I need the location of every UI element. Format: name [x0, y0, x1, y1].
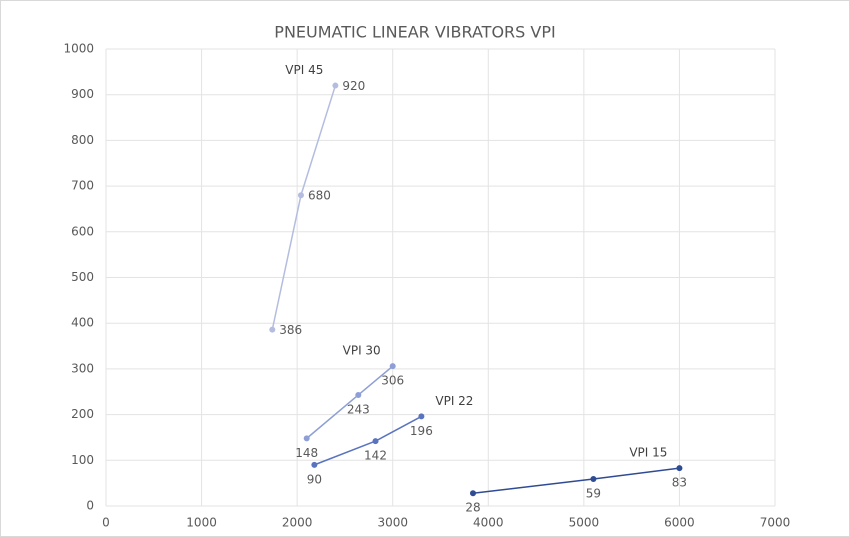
data-point — [469, 490, 476, 497]
series-name: VPI 22 — [435, 394, 473, 408]
y-tick-label: 500 — [71, 270, 94, 284]
data-point — [590, 476, 597, 483]
data-label: 306 — [381, 374, 404, 388]
data-label: 243 — [347, 402, 370, 416]
x-tick-label: 5000 — [569, 516, 600, 530]
series-name: VPI 30 — [343, 344, 381, 358]
y-tick-label: 900 — [71, 87, 94, 101]
data-point — [269, 326, 276, 333]
x-tick-label: 7000 — [760, 516, 791, 530]
data-label: 59 — [586, 487, 601, 501]
data-label: 142 — [364, 449, 387, 463]
x-tick-label: 4000 — [473, 516, 504, 530]
data-label: 90 — [307, 472, 322, 486]
y-tick-label: 700 — [71, 179, 94, 193]
data-label: 148 — [295, 446, 318, 460]
x-tick-label: 0 — [102, 516, 110, 530]
y-tick-label: 800 — [71, 133, 94, 147]
y-tick-label: 100 — [71, 453, 94, 467]
data-point — [372, 438, 379, 445]
y-tick-label: 0 — [86, 499, 94, 513]
y-tick-label: 300 — [71, 361, 94, 375]
x-tick-label: 6000 — [664, 516, 695, 530]
data-point — [355, 391, 362, 398]
data-point — [303, 435, 310, 442]
series-name: VPI 45 — [285, 63, 323, 77]
y-tick-label: 200 — [71, 407, 94, 421]
data-label: 920 — [342, 79, 365, 93]
data-label: 680 — [308, 189, 331, 203]
x-tick-label: 3000 — [377, 516, 408, 530]
y-tick-label: 1000 — [63, 42, 94, 56]
data-label: 386 — [279, 323, 302, 337]
data-point — [311, 461, 318, 468]
x-tick-label: 2000 — [282, 516, 313, 530]
y-tick-label: 600 — [71, 224, 94, 238]
data-label: 83 — [672, 476, 687, 490]
data-point — [676, 465, 683, 472]
series-name: VPI 15 — [629, 446, 667, 460]
chart-title: PNEUMATIC LINEAR VIBRATORS VPI — [274, 23, 555, 42]
data-label: 196 — [410, 424, 433, 438]
x-tick-label: 1000 — [186, 516, 217, 530]
data-point — [332, 82, 339, 89]
data-point — [297, 192, 304, 199]
data-point — [418, 413, 425, 420]
y-tick-label: 400 — [71, 316, 94, 330]
data-label: 28 — [465, 501, 480, 515]
data-point — [389, 363, 396, 370]
